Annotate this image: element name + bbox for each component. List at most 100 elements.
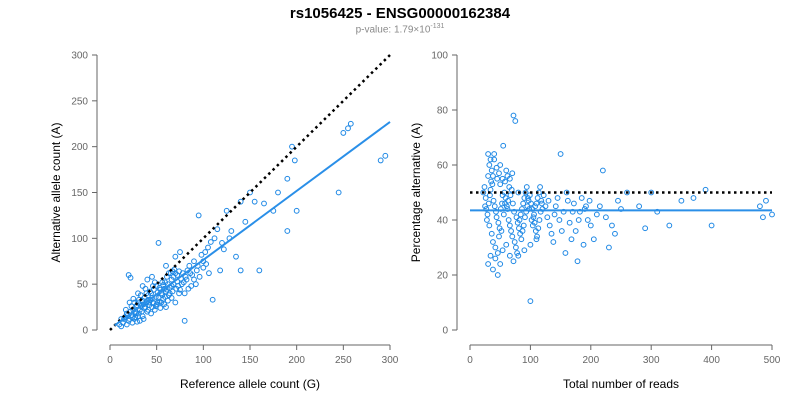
data-point: [495, 219, 502, 226]
data-point: [526, 192, 533, 199]
data-point: [289, 143, 295, 150]
data-point: [291, 157, 298, 164]
data-point: [502, 178, 508, 185]
data-point: [182, 273, 189, 280]
data-point: [185, 285, 192, 292]
data-point: [520, 200, 527, 207]
data-point: [177, 249, 183, 255]
data-point: [537, 184, 543, 190]
x-tick-label: 100: [522, 355, 539, 366]
data-point: [506, 222, 513, 229]
x-tick-label: 100: [195, 355, 212, 366]
data-point: [136, 310, 142, 317]
data-point: [193, 267, 200, 274]
data-point: [531, 211, 537, 218]
data-point: [509, 233, 516, 240]
data-point: [566, 219, 573, 226]
data-point: [491, 156, 498, 163]
data-point: [168, 295, 175, 301]
data-point: [487, 156, 494, 163]
data-point: [497, 261, 504, 267]
data-point: [769, 211, 775, 218]
data-point: [570, 200, 577, 207]
data-point: [196, 273, 203, 280]
data-point: [494, 272, 501, 278]
data-point: [237, 267, 244, 274]
data-point: [488, 230, 495, 237]
data-point: [335, 189, 342, 196]
data-point: [211, 235, 218, 242]
data-point: [523, 184, 530, 190]
data-point: [533, 236, 540, 243]
data-point: [486, 222, 493, 229]
data-point: [572, 228, 579, 234]
data-point: [542, 203, 549, 210]
data-point: [486, 162, 493, 168]
data-point: [482, 195, 489, 201]
data-point: [172, 299, 179, 306]
data-point: [509, 200, 516, 207]
data-point: [505, 217, 512, 223]
data-point: [166, 290, 173, 297]
data-point: [569, 208, 576, 215]
x-tick-label: 300: [382, 355, 399, 366]
data-point: [489, 181, 496, 188]
data-point: [142, 285, 149, 292]
data-point: [480, 189, 487, 196]
y-tick-label: 100: [71, 234, 88, 245]
data-point: [578, 195, 585, 201]
data-point: [214, 226, 221, 233]
data-point: [609, 222, 615, 229]
data-point: [507, 192, 514, 199]
data-point: [217, 267, 224, 274]
data-point: [485, 151, 492, 157]
data-point: [192, 281, 199, 288]
data-point: [382, 152, 389, 159]
data-point: [181, 317, 188, 324]
y-tick-label: 100: [431, 51, 448, 62]
data-point: [505, 197, 511, 204]
data-point: [517, 211, 524, 218]
data-point: [581, 206, 588, 212]
data-point: [527, 298, 534, 305]
data-point: [586, 197, 593, 204]
data-point: [180, 279, 187, 286]
data-point: [162, 279, 168, 286]
x-tick-label: 150: [242, 355, 259, 366]
y-tick-label: 300: [71, 51, 88, 62]
data-point: [678, 197, 685, 204]
data-point: [340, 130, 347, 136]
data-point: [188, 283, 195, 289]
data-point: [514, 219, 521, 226]
y-tick-label: 60: [437, 161, 449, 172]
data-point: [535, 225, 542, 232]
data-point: [256, 267, 263, 274]
x-tick-label: 500: [764, 355, 781, 366]
data-point: [207, 239, 214, 245]
data-point: [513, 244, 519, 251]
data-point: [144, 276, 151, 283]
data-point: [511, 208, 517, 215]
pvalue-exponent: -131: [430, 23, 445, 30]
data-point: [493, 164, 500, 171]
data-point: [482, 203, 489, 210]
data-point: [293, 207, 300, 214]
data-point: [757, 203, 763, 210]
data-point: [612, 230, 618, 237]
data-point: [176, 290, 182, 297]
data-point: [203, 261, 210, 267]
data-point: [522, 189, 529, 196]
data-point: [195, 212, 202, 219]
data-point: [515, 252, 522, 259]
data-point: [163, 262, 169, 269]
data-point: [554, 195, 561, 201]
data-point: [191, 258, 197, 265]
data-point: [172, 253, 179, 260]
data-point: [377, 157, 384, 164]
data-point: [550, 239, 557, 245]
data-point: [552, 203, 559, 210]
data-point: [490, 197, 497, 204]
data-point: [488, 178, 495, 185]
data-point: [494, 250, 501, 256]
